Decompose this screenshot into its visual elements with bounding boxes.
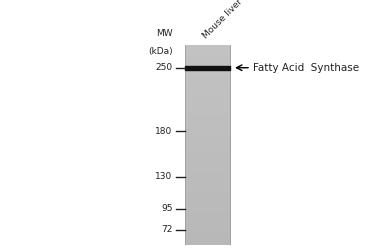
- Text: MW: MW: [156, 29, 172, 38]
- Text: Fatty Acid  Synthase: Fatty Acid Synthase: [253, 63, 359, 73]
- Text: 250: 250: [156, 63, 172, 72]
- Text: 180: 180: [155, 127, 172, 136]
- Text: 95: 95: [161, 204, 172, 213]
- Text: 130: 130: [155, 172, 172, 181]
- Text: 72: 72: [161, 225, 172, 234]
- Text: (kDa): (kDa): [148, 47, 172, 56]
- Text: Mouse liver: Mouse liver: [201, 0, 244, 40]
